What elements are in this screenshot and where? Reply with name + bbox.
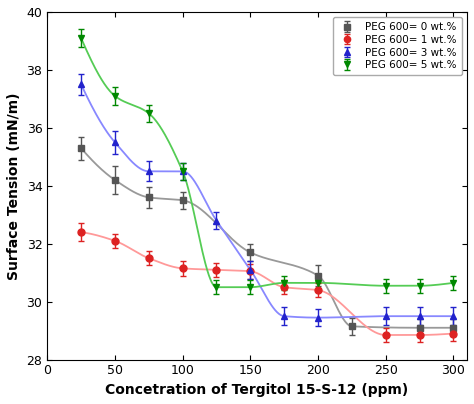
Y-axis label: Surface Tension (mN/m): Surface Tension (mN/m) xyxy=(7,92,21,280)
X-axis label: Concetration of Tergitol 15-S-12 (ppm): Concetration of Tergitol 15-S-12 (ppm) xyxy=(106,383,409,397)
Legend: PEG 600= 0 wt.%, PEG 600= 1 wt.%, PEG 600= 3 wt.%, PEG 600= 5 wt.%: PEG 600= 0 wt.%, PEG 600= 1 wt.%, PEG 60… xyxy=(333,17,462,76)
